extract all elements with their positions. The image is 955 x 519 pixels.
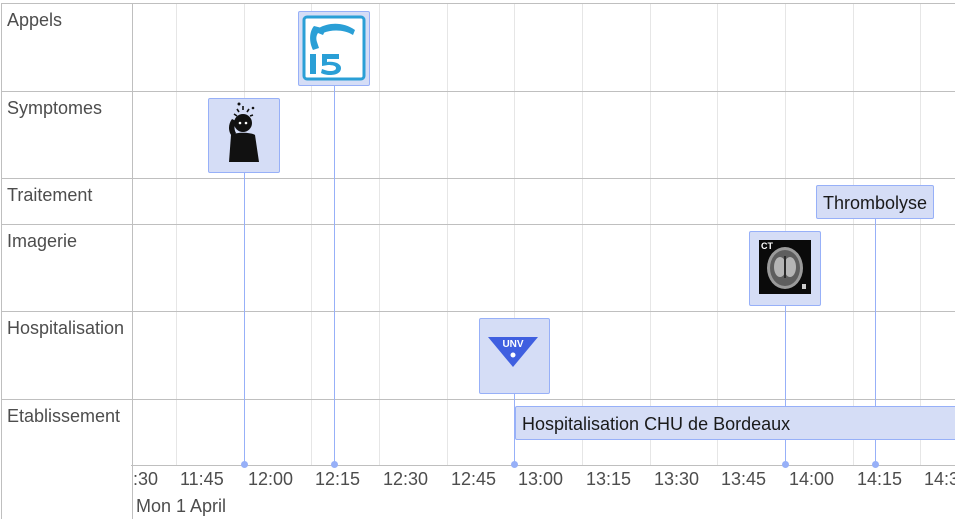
- axis-tick-label: 12:15: [315, 469, 361, 489]
- group-label-appels: Appels: [7, 10, 63, 30]
- axis-tick-label: 12:00: [248, 469, 294, 489]
- grid-line: [853, 3, 854, 465]
- item-line-appel: [334, 86, 335, 465]
- item-appel[interactable]: [298, 11, 370, 86]
- axis-tick-label: 13:00: [518, 469, 564, 489]
- row-separator: [1, 3, 955, 4]
- grid-line: [379, 3, 380, 465]
- item-hospitalisation[interactable]: UNV: [479, 318, 550, 394]
- item-dot-symptome: [241, 461, 248, 468]
- svg-text:CT: CT: [761, 241, 773, 251]
- grid-line: [447, 3, 448, 465]
- axis-tick-label: 13:15: [586, 469, 632, 489]
- item-etablissement-label: Hospitalisation CHU de Bordeaux: [522, 414, 791, 434]
- item-traitement-label: Thrombolyse: [823, 193, 928, 213]
- axis-tick-label: 14:00: [789, 469, 835, 489]
- item-dot-traitement: [872, 461, 879, 468]
- row-separator: [1, 224, 955, 225]
- group-label-hospitalisation: Hospitalisation: [7, 318, 125, 338]
- headache-person-icon: [229, 102, 259, 162]
- item-line-imagerie: [785, 306, 786, 465]
- axis-tick-label: 11:45: [180, 469, 224, 489]
- grid-line: [920, 3, 921, 465]
- grid-line: [650, 3, 651, 465]
- grid-line: [717, 3, 718, 465]
- item-etablissement[interactable]: Hospitalisation CHU de Bordeaux: [515, 406, 955, 440]
- grid-line: [311, 3, 312, 465]
- axis-tick-label: :30: [133, 469, 159, 489]
- item-line-symptome: [244, 173, 245, 465]
- axis-separator: [131, 465, 955, 466]
- group-label-symptomes: Symptomes: [7, 98, 103, 118]
- axis-tick-label: 13:30: [654, 469, 700, 489]
- phone-15-icon: [302, 15, 366, 81]
- axis-tick-label: 13:45: [721, 469, 767, 489]
- axis-tick-label: 14:3: [924, 469, 955, 489]
- svg-text:UNV: UNV: [502, 339, 523, 350]
- axis-tick-label: 12:45: [451, 469, 497, 489]
- item-line-hospitalisation: [514, 394, 515, 465]
- row-separator: [1, 178, 955, 179]
- unv-icon: UNV: [488, 337, 538, 367]
- item-imagerie[interactable]: CT: [749, 231, 821, 306]
- group-labels-panel: [1, 3, 133, 519]
- row-separator: [1, 91, 955, 92]
- item-traitement[interactable]: Thrombolyse: [816, 185, 934, 219]
- item-symptome[interactable]: [208, 98, 280, 173]
- axis-tick-label: 12:30: [383, 469, 429, 489]
- item-dot-imagerie: [782, 461, 789, 468]
- group-label-traitement: Traitement: [7, 185, 93, 205]
- axis-tick-label: 14:15: [857, 469, 903, 489]
- row-separator: [1, 399, 955, 400]
- ct-scan-icon: CT: [759, 240, 811, 294]
- row-separator: [1, 311, 955, 312]
- axis-date-label: Mon 1 April: [136, 496, 227, 516]
- item-dot-hospitalisation: [511, 461, 518, 468]
- grid-line: [514, 3, 515, 465]
- item-dot-appel: [331, 461, 338, 468]
- group-label-imagerie: Imagerie: [7, 231, 78, 251]
- item-line-traitement: [875, 219, 876, 465]
- grid-line: [176, 3, 177, 465]
- group-label-etablissement: Etablissement: [7, 406, 121, 426]
- grid-line: [582, 3, 583, 465]
